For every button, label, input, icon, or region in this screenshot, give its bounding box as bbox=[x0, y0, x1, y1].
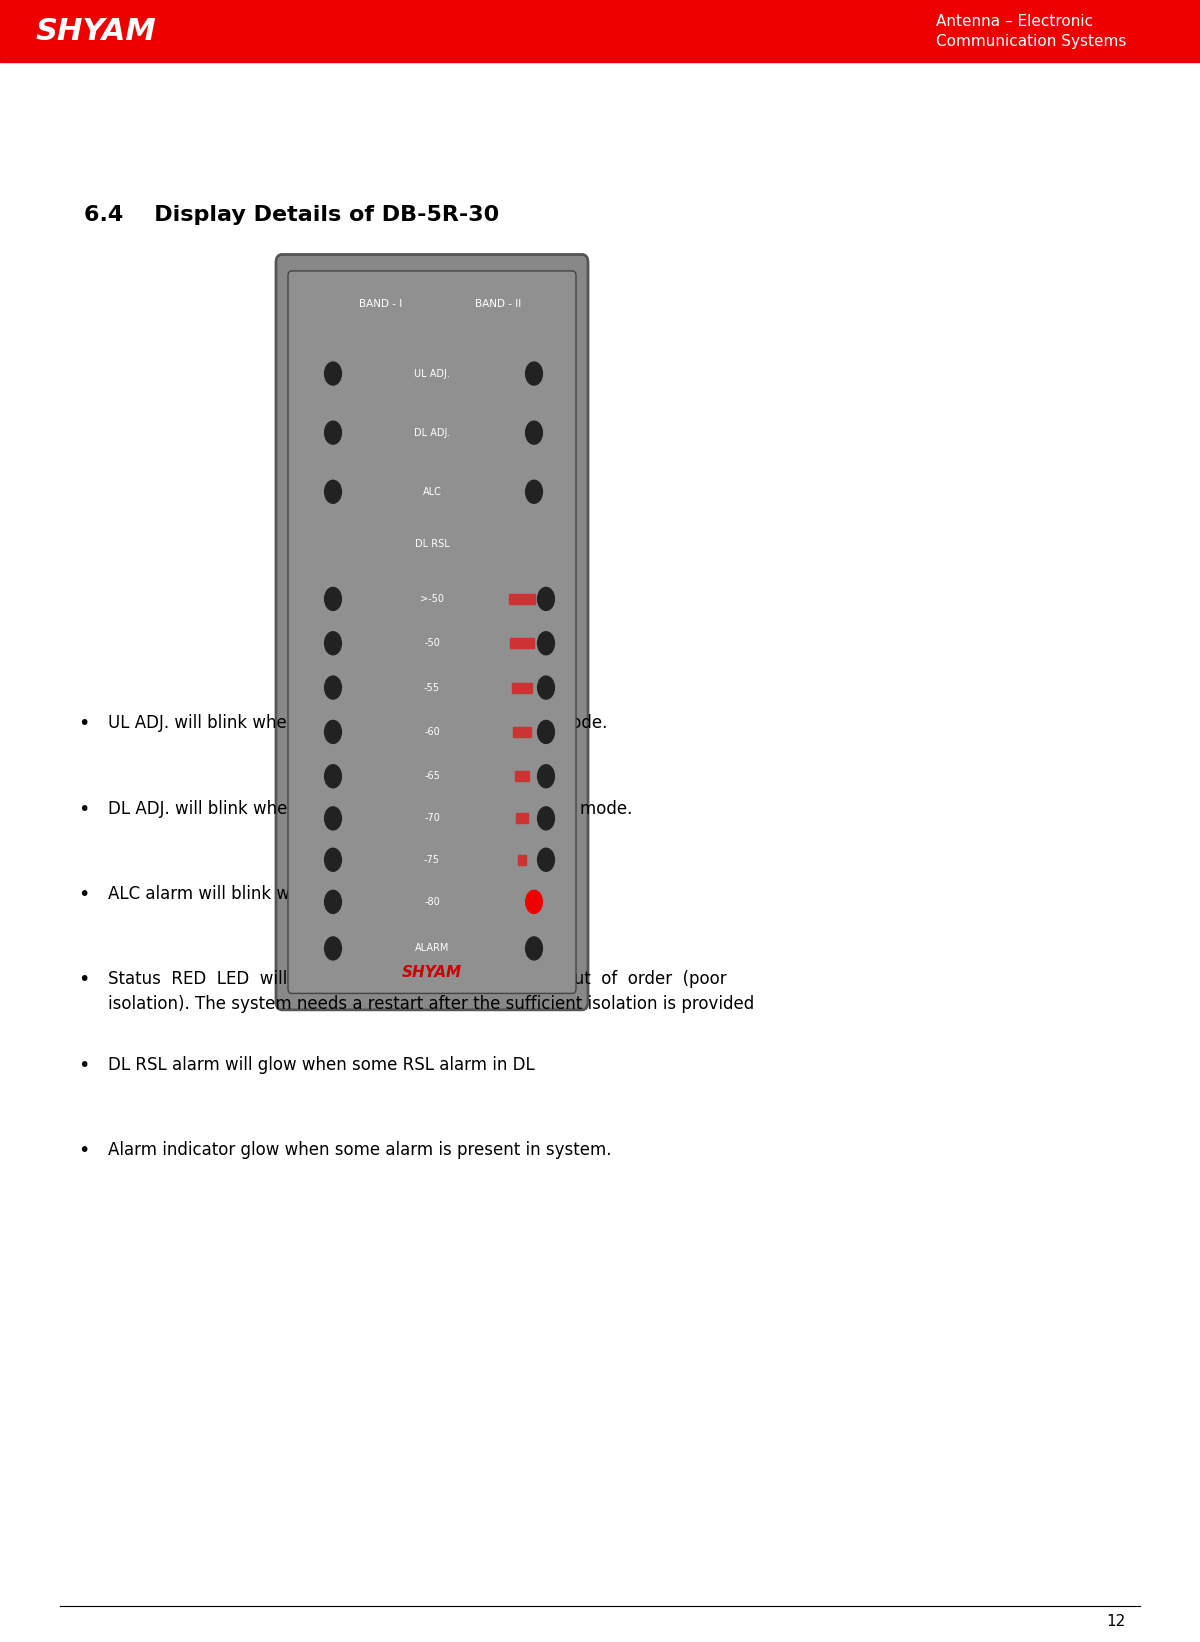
Text: ALARM: ALARM bbox=[415, 944, 449, 954]
Circle shape bbox=[526, 938, 542, 961]
Circle shape bbox=[324, 765, 341, 788]
Text: •: • bbox=[78, 970, 90, 990]
Text: -75: -75 bbox=[424, 855, 440, 865]
Text: -60: -60 bbox=[424, 727, 440, 737]
Circle shape bbox=[324, 938, 341, 961]
Circle shape bbox=[324, 632, 341, 655]
Circle shape bbox=[538, 806, 554, 829]
Circle shape bbox=[324, 890, 341, 913]
Text: -50: -50 bbox=[424, 639, 440, 649]
Bar bbox=[518, 855, 526, 865]
Text: ALC alarm will blink when, when system is in ALC: ALC alarm will blink when, when system i… bbox=[108, 885, 518, 903]
Text: SHYAM: SHYAM bbox=[36, 16, 156, 46]
FancyBboxPatch shape bbox=[288, 271, 576, 993]
Circle shape bbox=[538, 765, 554, 788]
Circle shape bbox=[526, 422, 542, 443]
Text: •: • bbox=[78, 1141, 90, 1161]
Text: UL ADJ.: UL ADJ. bbox=[414, 368, 450, 379]
Text: BAND - II: BAND - II bbox=[475, 299, 521, 309]
Text: •: • bbox=[78, 885, 90, 905]
Bar bbox=[515, 772, 529, 782]
Text: •: • bbox=[78, 1056, 90, 1076]
Circle shape bbox=[324, 422, 341, 443]
Circle shape bbox=[526, 363, 542, 386]
Bar bbox=[510, 639, 534, 649]
Text: DL RSL alarm will glow when some RSL alarm in DL: DL RSL alarm will glow when some RSL ala… bbox=[108, 1056, 535, 1074]
Text: •: • bbox=[78, 800, 90, 819]
Circle shape bbox=[324, 721, 341, 744]
Text: -70: -70 bbox=[424, 813, 440, 823]
FancyBboxPatch shape bbox=[276, 255, 588, 1010]
Circle shape bbox=[324, 481, 341, 502]
Bar bbox=[0, 0, 1200, 62]
Circle shape bbox=[538, 588, 554, 611]
Circle shape bbox=[538, 677, 554, 699]
Text: Alarm indicator glow when some alarm is present in system.: Alarm indicator glow when some alarm is … bbox=[108, 1141, 612, 1159]
Text: DL RSL: DL RSL bbox=[415, 539, 449, 548]
Circle shape bbox=[324, 849, 341, 872]
Text: •: • bbox=[78, 714, 90, 734]
Text: 6.4    Display Details of DB-5R-30: 6.4 Display Details of DB-5R-30 bbox=[84, 205, 499, 225]
Bar bbox=[516, 813, 528, 823]
Circle shape bbox=[538, 849, 554, 872]
Circle shape bbox=[526, 890, 542, 913]
Text: SHYAM: SHYAM bbox=[402, 964, 462, 980]
Text: UL ADJ. will blink when system is in Uplink Alignment mode.: UL ADJ. will blink when system is in Upl… bbox=[108, 714, 607, 732]
Text: Antenna – Electronic
Communication Systems: Antenna – Electronic Communication Syste… bbox=[936, 13, 1127, 49]
Circle shape bbox=[324, 363, 341, 386]
Circle shape bbox=[324, 588, 341, 611]
Text: -80: -80 bbox=[424, 897, 440, 906]
Text: -65: -65 bbox=[424, 772, 440, 782]
Circle shape bbox=[538, 632, 554, 655]
Bar bbox=[509, 594, 535, 604]
Text: >-50: >-50 bbox=[420, 594, 444, 604]
Text: DL ADJ. will blink when system is in Downlink Alignment mode.: DL ADJ. will blink when system is in Dow… bbox=[108, 800, 632, 818]
Circle shape bbox=[538, 721, 554, 744]
Circle shape bbox=[324, 806, 341, 829]
Circle shape bbox=[324, 677, 341, 699]
Text: ALC: ALC bbox=[422, 486, 442, 498]
Text: DL ADJ.: DL ADJ. bbox=[414, 427, 450, 438]
Text: BAND - I: BAND - I bbox=[359, 299, 403, 309]
Text: Status  RED  LED  will  Glow  when  the  system  goes  out  of  order  (poor
iso: Status RED LED will Glow when the system… bbox=[108, 970, 755, 1013]
Circle shape bbox=[526, 481, 542, 502]
Bar bbox=[514, 727, 530, 737]
Text: 12: 12 bbox=[1106, 1614, 1126, 1629]
Text: -55: -55 bbox=[424, 683, 440, 693]
Bar bbox=[512, 683, 533, 693]
